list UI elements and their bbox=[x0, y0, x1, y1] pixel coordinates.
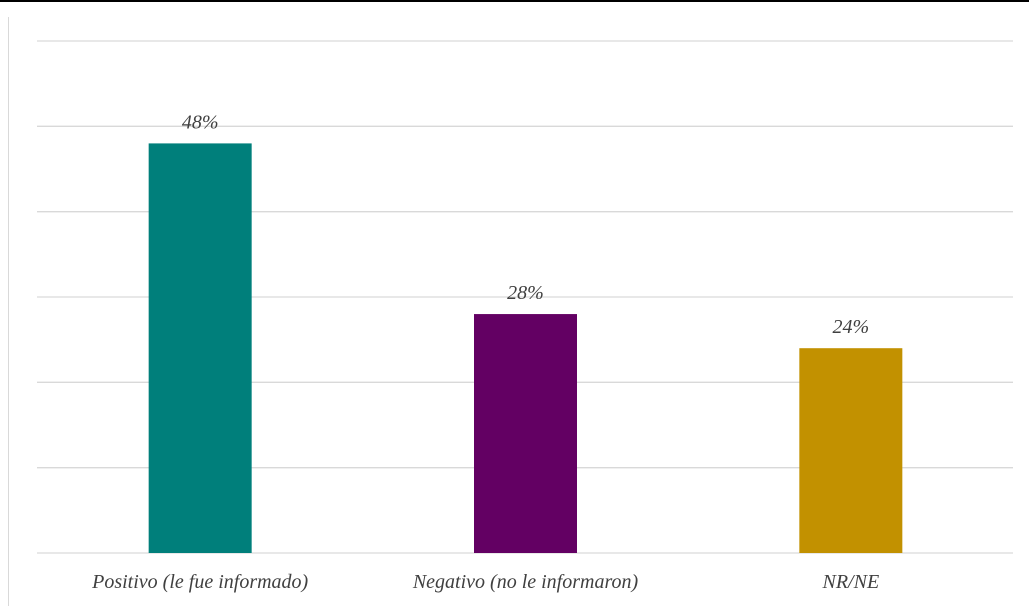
data-labels: 48% 28% 24% bbox=[182, 111, 869, 338]
top-border bbox=[0, 0, 1029, 2]
category-label: Negativo (no le informaron) bbox=[412, 571, 639, 593]
bar bbox=[474, 314, 577, 553]
chart-frame-left-edge bbox=[8, 17, 9, 606]
data-label: 24% bbox=[832, 316, 869, 338]
bar bbox=[799, 348, 903, 553]
data-label: 28% bbox=[507, 282, 544, 304]
bars bbox=[148, 143, 903, 553]
category-label: Positivo (le fue informado) bbox=[91, 571, 308, 593]
data-label: 48% bbox=[182, 111, 219, 133]
category-label: NR/NE bbox=[821, 571, 879, 593]
bar bbox=[148, 143, 252, 553]
category-labels: Positivo (le fue informado) Negativo (no … bbox=[91, 571, 879, 593]
